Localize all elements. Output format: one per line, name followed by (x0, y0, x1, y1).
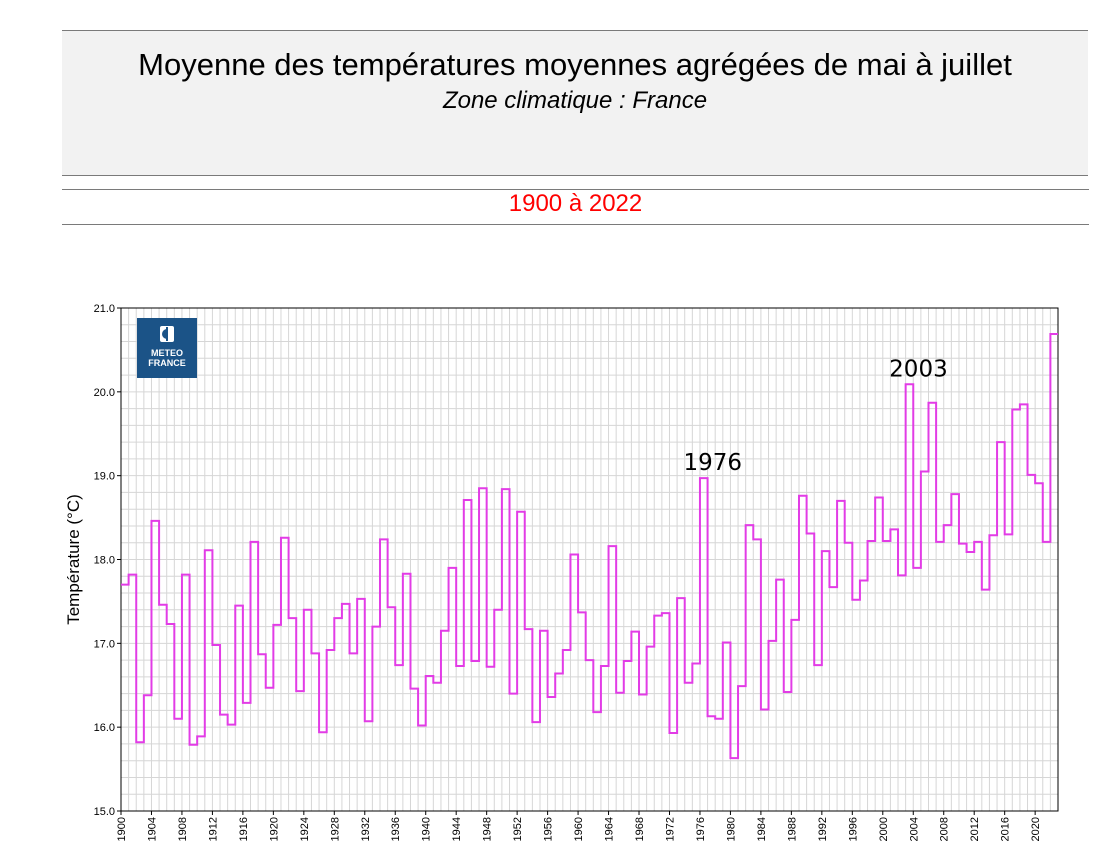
x-tick-label: 1912 (207, 817, 219, 841)
x-tick-label: 1960 (573, 817, 585, 841)
x-tick-label: 1936 (390, 817, 402, 841)
x-tick-label: 1920 (268, 817, 280, 841)
temperature-chart: 15.016.017.018.019.020.021.0 1900 1904 190… (64, 303, 1059, 841)
divider-bottom (62, 224, 1089, 225)
data-points (121, 334, 1058, 758)
logo-text-line1: METEO (151, 348, 183, 358)
x-tick-label: 2016 (1000, 817, 1012, 841)
x-tick-label: 1908 (177, 817, 189, 841)
x-axis: 1900 1904 1908 1912 1916 1920 1924 1928 1932 1936… (116, 811, 1042, 841)
y-axis: 15.0 16.0 17.0 18.0 19.0 20.0 21.0 (94, 303, 121, 818)
y-axis-label: Température (°C) (64, 494, 83, 625)
x-tick-label: 1976 (695, 817, 707, 841)
x-tick-label: 2020 (1030, 817, 1042, 841)
x-tick-label: 1900 (116, 817, 128, 841)
x-tick-label: 1968 (634, 817, 646, 841)
y-tick-label: 21.0 (94, 303, 115, 315)
x-tick-label: 1924 (299, 817, 311, 841)
x-tick-label: 1940 (421, 817, 433, 841)
y-tick-label: 19.0 (94, 471, 115, 483)
x-tick-label: 1972 (664, 817, 676, 841)
series-line (121, 332, 1058, 760)
x-tick-label: 1904 (146, 817, 158, 841)
annotation-label: 1976 (683, 450, 742, 476)
x-tick-label: 1948 (482, 817, 494, 841)
x-tick-label: 1992 (817, 817, 829, 841)
logo-emblem-icon (160, 326, 174, 342)
y-tick-label: 16.0 (94, 722, 115, 734)
period-label: 1900 à 2022 (508, 190, 643, 217)
x-tick-label: 2000 (878, 817, 890, 841)
grid (120, 307, 1059, 812)
chart-subtitle: Zone climatique : France (442, 87, 708, 114)
x-tick-label: 2008 (939, 817, 951, 841)
x-tick-label: 1980 (725, 817, 737, 841)
title-panel: Moyenne des températures moyennes agrégé… (62, 30, 1088, 176)
x-tick-label: 1944 (451, 817, 463, 841)
x-tick-label: 2004 (908, 817, 920, 841)
x-tick-label: 1996 (847, 817, 859, 841)
x-tick-label: 1956 (543, 817, 555, 841)
x-tick-label: 1916 (238, 817, 250, 841)
x-tick-label: 2012 (969, 817, 981, 841)
y-tick-label: 15.0 (94, 806, 115, 818)
y-tick-label: 20.0 (94, 387, 115, 399)
x-tick-label: 1984 (756, 817, 768, 841)
y-tick-label: 18.0 (94, 555, 115, 567)
x-tick-label: 1988 (786, 817, 798, 841)
annotations: 1976 2003 (683, 356, 947, 476)
x-tick-label: 1932 (360, 817, 372, 841)
x-tick-label: 1928 (329, 817, 341, 841)
chart-title: Moyenne des températures moyennes agrégé… (138, 47, 1012, 82)
y-tick-label: 17.0 (94, 638, 115, 650)
meteo-france-logo: METEO FRANCE (137, 318, 197, 378)
logo-text-line2: FRANCE (148, 358, 186, 368)
x-tick-label: 1952 (512, 817, 524, 841)
x-tick-label: 1964 (604, 817, 616, 841)
annotation-label: 2003 (889, 356, 948, 382)
divider-top (62, 189, 1089, 190)
